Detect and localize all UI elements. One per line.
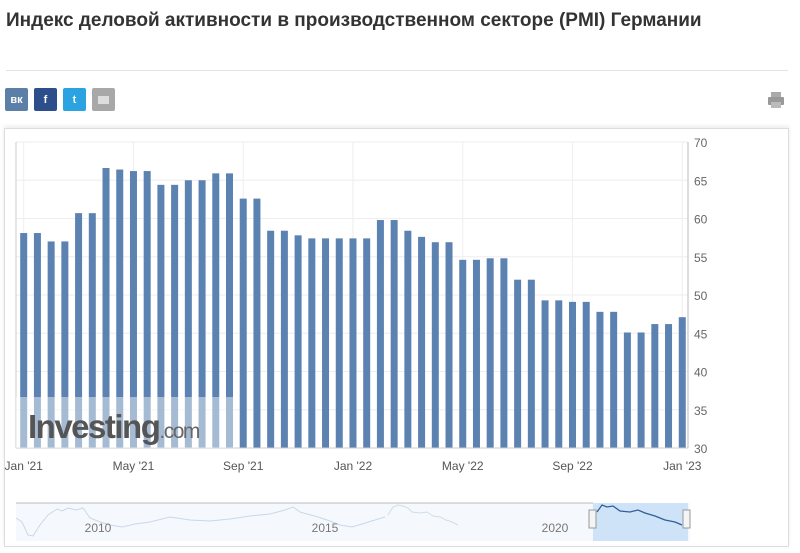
bar — [555, 300, 563, 448]
bar — [322, 238, 330, 448]
bar — [212, 173, 220, 449]
watermark-brand: Investing — [28, 408, 159, 445]
x-tick-label: Jan '21 — [5, 459, 44, 473]
bar — [171, 184, 179, 448]
y-tick-label: 35 — [694, 404, 708, 418]
twitter-icon: t — [72, 93, 77, 106]
navigator-year-label: 2010 — [85, 521, 112, 535]
facebook-share-button[interactable]: f — [34, 88, 57, 111]
watermark-overlay — [16, 397, 234, 448]
bar — [20, 233, 28, 448]
bar — [500, 258, 508, 448]
bar — [33, 233, 41, 448]
bar — [61, 241, 69, 448]
bar — [143, 171, 151, 448]
bar — [418, 236, 426, 448]
y-tick-label: 40 — [694, 366, 708, 380]
navigator-right-handle[interactable] — [682, 509, 691, 529]
email-icon — [98, 95, 109, 104]
divider — [6, 70, 788, 71]
bar — [294, 235, 302, 448]
bar — [335, 238, 343, 448]
bar — [226, 173, 233, 449]
bar — [184, 180, 192, 448]
bar — [253, 198, 261, 448]
twitter-share-button[interactable]: t — [63, 88, 86, 111]
page-title: Индекс деловой активности в производстве… — [6, 10, 702, 31]
bar — [363, 238, 371, 448]
bar — [610, 311, 618, 448]
bar — [472, 259, 480, 448]
bar — [637, 332, 645, 448]
bar — [596, 311, 604, 448]
x-tick-label: May '22 — [442, 459, 484, 473]
bar — [390, 220, 398, 448]
x-tick-label: Jan '23 — [663, 459, 702, 473]
bar — [651, 324, 659, 448]
bar — [623, 332, 631, 448]
navigator-year-label: 2015 — [312, 521, 339, 535]
bar — [486, 258, 494, 448]
bar — [376, 220, 384, 448]
bar — [514, 279, 522, 448]
navigator-year-label: 2020 — [542, 521, 569, 535]
vk-share-button[interactable]: вк — [5, 88, 28, 111]
bar — [569, 301, 576, 448]
navigator[interactable]: 2010 2015 2020 — [15, 502, 691, 541]
y-tick-label: 65 — [694, 174, 708, 188]
facebook-icon: f — [43, 93, 48, 106]
bar — [541, 300, 549, 448]
bar — [678, 317, 686, 448]
bar — [582, 301, 590, 448]
x-tick-label: May '21 — [113, 459, 155, 473]
navigator-left-handle[interactable] — [588, 509, 597, 529]
y-tick-label: 55 — [694, 251, 708, 265]
navigator-selected-line — [596, 504, 683, 526]
x-tick-label: Sep '21 — [223, 459, 264, 473]
bar — [280, 230, 288, 448]
navigator-background — [16, 503, 690, 541]
bar — [665, 324, 673, 448]
bar — [308, 238, 316, 448]
bar — [157, 184, 165, 448]
bar — [239, 198, 247, 448]
bar — [102, 168, 110, 448]
watermark-logo: Investing.com — [28, 408, 200, 445]
x-tick-label: Jan '22 — [334, 459, 373, 473]
navigator-line-pre — [387, 504, 459, 526]
y-tick-label: 50 — [694, 289, 708, 303]
bar — [431, 242, 439, 448]
bar — [404, 230, 412, 448]
bar — [75, 213, 83, 448]
bar — [527, 279, 535, 448]
bar — [116, 169, 124, 449]
bar — [349, 238, 357, 448]
watermark-suffix: .com — [159, 420, 200, 443]
y-tick-label: 70 — [694, 136, 708, 150]
navigator-history-line — [15, 506, 386, 537]
chart-container — [4, 128, 789, 547]
email-share-button[interactable] — [92, 88, 115, 111]
printer-icon[interactable] — [766, 90, 786, 110]
bar — [445, 242, 453, 448]
vk-icon: вк — [10, 93, 23, 106]
bar — [129, 171, 137, 448]
bar — [47, 241, 55, 448]
y-tick-label: 30 — [694, 442, 708, 456]
y-tick-label: 45 — [694, 327, 708, 341]
bar — [459, 259, 467, 448]
bar — [198, 180, 206, 448]
bar — [88, 213, 96, 448]
y-tick-label: 60 — [694, 213, 708, 227]
bar — [267, 230, 275, 448]
x-tick-label: Sep '22 — [552, 459, 593, 473]
